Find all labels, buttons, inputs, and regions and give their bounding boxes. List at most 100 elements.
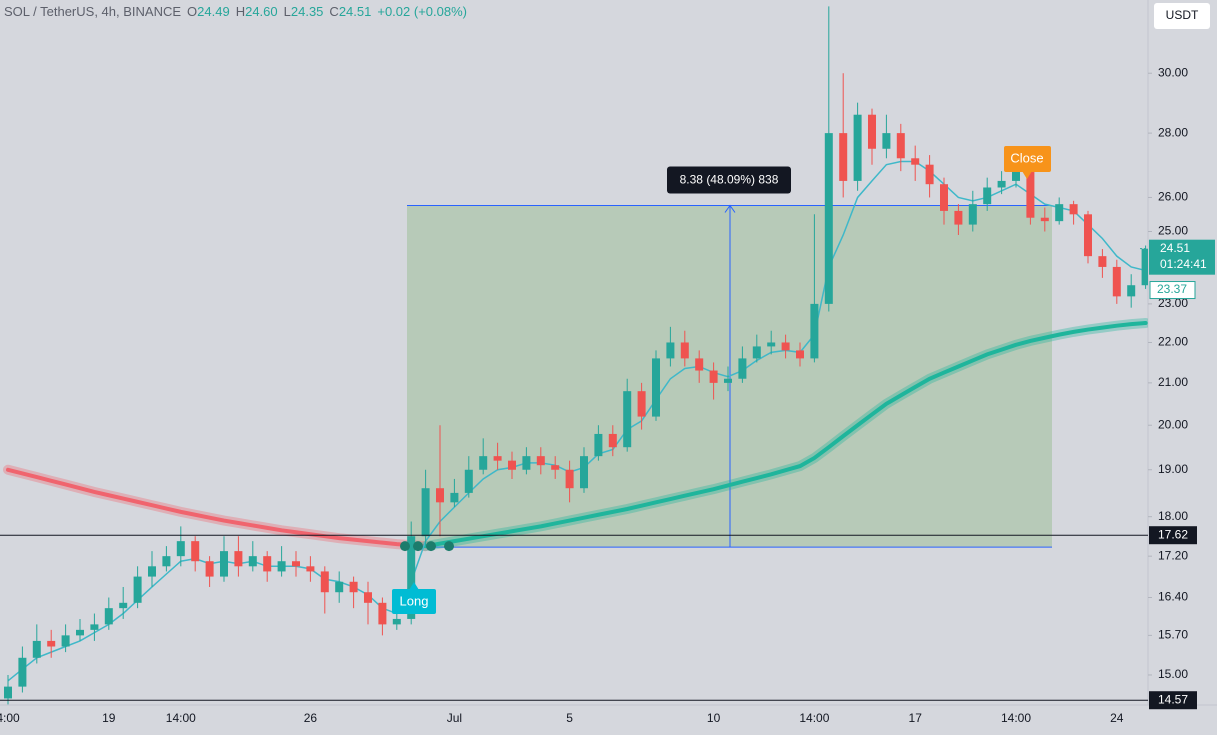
candle-body	[781, 342, 790, 351]
candle-body	[565, 469, 574, 489]
x-tick-label: 14:00	[1001, 711, 1031, 725]
candle-body	[752, 346, 761, 359]
candle-body	[205, 561, 214, 577]
candle-body	[1084, 214, 1092, 257]
plot	[3, 6, 1148, 705]
candle-body	[407, 536, 416, 619]
ohlc-key: L	[284, 4, 291, 19]
ohlc-key: H	[236, 4, 245, 19]
candle-body	[839, 133, 848, 181]
candle-body	[810, 303, 819, 359]
y-tick-label: 16.40	[1158, 590, 1188, 604]
candle-body	[1069, 204, 1078, 215]
candle-body	[1141, 248, 1148, 286]
candle-body	[594, 433, 603, 457]
close-arrow	[1022, 171, 1032, 179]
candle-body	[4, 686, 12, 699]
candle-body	[911, 158, 920, 165]
measure-label-box	[667, 166, 791, 194]
hline-label: 14.57	[1158, 692, 1188, 706]
currency-button[interactable]	[1154, 3, 1210, 29]
y-tick-label: 30.00	[1158, 65, 1188, 79]
candle-body	[1098, 256, 1107, 267]
entry-dot	[413, 541, 423, 552]
candle-body	[162, 556, 171, 567]
currency-label[interactable]: USDT	[1166, 8, 1199, 22]
candle-body	[263, 556, 272, 572]
close-box	[1004, 146, 1051, 172]
candle-body	[306, 566, 315, 572]
candle-body	[292, 561, 300, 567]
candle-body	[652, 358, 660, 417]
x-tick-label: 19	[102, 711, 116, 725]
y-tick-label: 28.00	[1158, 125, 1188, 139]
y-tick-label: 26.00	[1158, 190, 1188, 204]
candle-body	[479, 456, 488, 470]
x-tick-label: 5	[566, 711, 573, 725]
ma-price-box	[1149, 281, 1196, 300]
candle-body	[18, 657, 27, 687]
x-tick-label: 14:00	[799, 711, 829, 725]
candle-body	[133, 576, 142, 603]
y-tick-label: 20.00	[1158, 417, 1188, 431]
candle-body	[680, 342, 689, 359]
candle-body	[277, 561, 286, 572]
candle-body	[320, 571, 329, 593]
x-tick-label: Jul	[447, 711, 462, 725]
candle-body	[1026, 171, 1035, 218]
candle-body	[882, 133, 891, 149]
candle-body	[767, 342, 776, 347]
last-price-label: 24.51	[1160, 241, 1190, 255]
candle-body	[623, 391, 632, 448]
candle-body	[450, 492, 459, 503]
candle-body	[724, 378, 732, 383]
slow-ma-line	[423, 320, 1148, 549]
candle-body	[954, 210, 963, 225]
ohlc-value: 24.60	[245, 4, 278, 19]
arrow-head	[724, 204, 736, 213]
entry-dot	[426, 541, 436, 552]
candle-body	[738, 358, 747, 379]
y-tick-label: 17.20	[1158, 548, 1188, 562]
candle-body	[536, 456, 545, 466]
candle-body	[1112, 266, 1121, 297]
candle-body	[925, 164, 934, 185]
long-box	[392, 589, 436, 614]
close-label: Close	[1010, 150, 1043, 165]
candle-body	[824, 133, 833, 304]
header: SOL / TetherUS, 4h, BINANCE O24.49 H24.60 L…	[4, 4, 467, 19]
candle-body	[378, 602, 387, 625]
candle-body	[868, 114, 876, 149]
x-tick-label: 26	[304, 711, 318, 725]
candle-body	[47, 640, 56, 647]
ohlc-key: C	[329, 4, 338, 19]
x-tick-label: 10	[707, 711, 721, 725]
ohlc-value: 24.51	[339, 4, 372, 19]
long-label: Long	[400, 593, 429, 608]
candle-body	[176, 541, 185, 557]
countdown-label: 01:24:41	[1160, 257, 1207, 271]
ohlc-key: O	[187, 4, 197, 19]
x-tick-label: 4:00	[0, 711, 20, 725]
candle-body	[493, 456, 502, 461]
candle-body	[983, 187, 992, 205]
last-price-box	[1149, 239, 1215, 275]
candle-body	[940, 184, 948, 211]
ma-price-label: 23.37	[1157, 282, 1187, 296]
candle-body	[335, 581, 344, 593]
candle-body	[508, 460, 516, 470]
candle-body	[234, 551, 243, 567]
candle-body	[1012, 171, 1020, 181]
hline-label: 17.62	[1158, 527, 1188, 541]
candle-body	[796, 350, 804, 359]
entry-dot	[444, 541, 454, 552]
y-tick-label: 21.00	[1158, 375, 1188, 389]
symbol: SOL / TetherUS, 4h, BINANCE	[4, 4, 181, 19]
candle-body	[349, 581, 358, 593]
candle-body	[392, 618, 401, 625]
candle-body	[580, 456, 588, 489]
y-tick-label: 19.00	[1158, 462, 1188, 476]
